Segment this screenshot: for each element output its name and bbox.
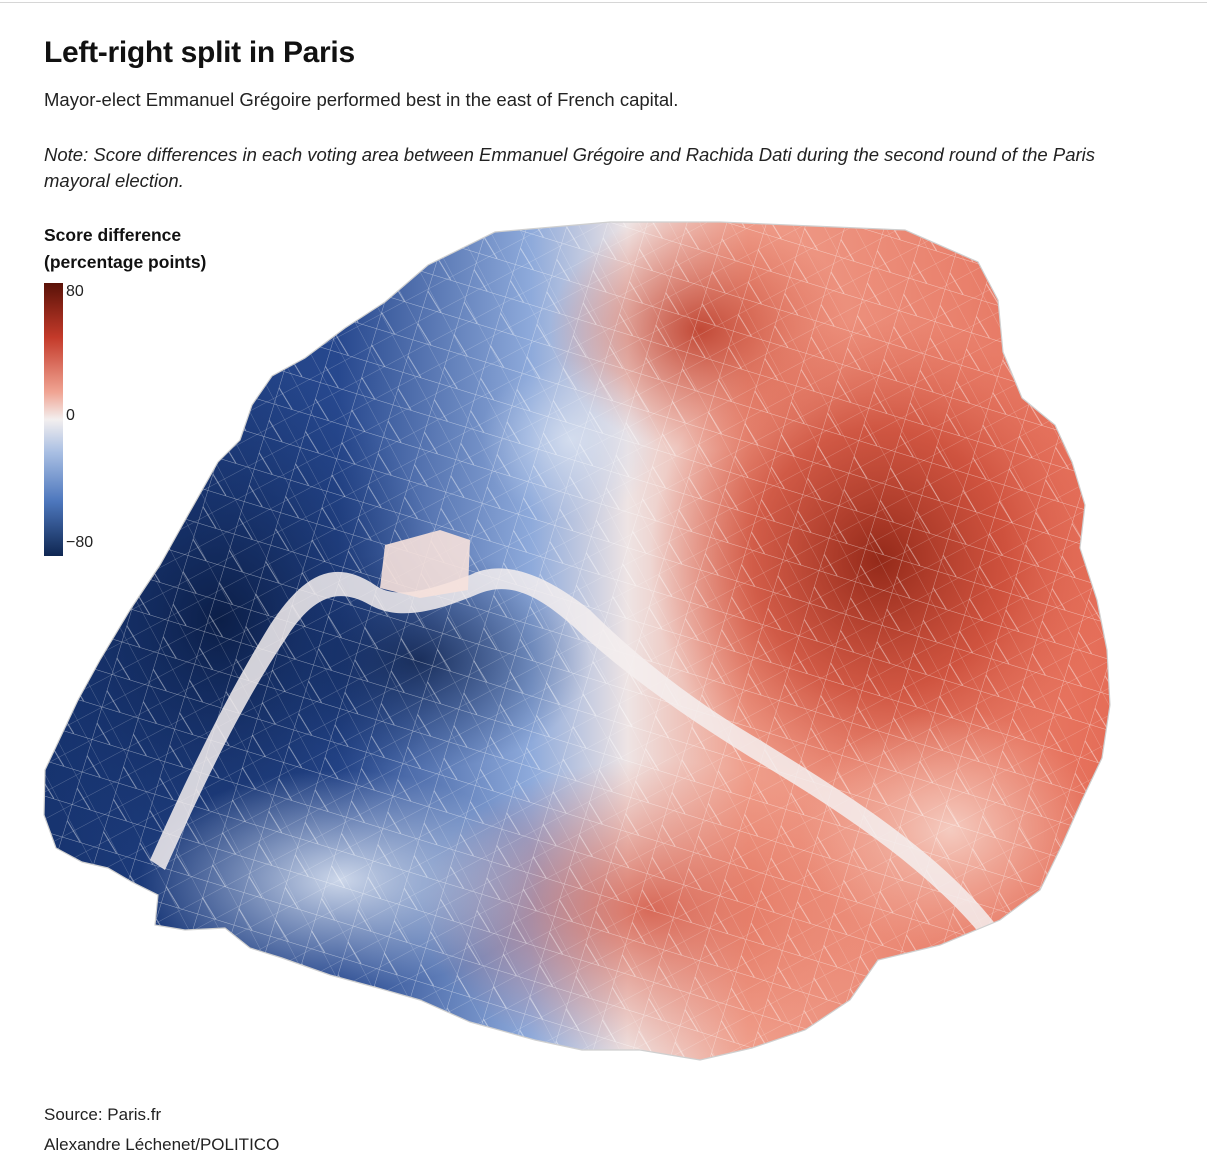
- map-subtitle: Mayor-elect Emmanuel Grégoire performed …: [44, 89, 679, 110]
- legend-tick-max: 80: [66, 283, 84, 300]
- map-note: Note: Score differences in each voting a…: [44, 144, 1096, 191]
- top-rule: [0, 2, 1207, 3]
- legend-color-scale: [44, 283, 63, 556]
- legend-title: Score difference (percentage points): [44, 222, 206, 276]
- legend-tick-min: −80: [66, 534, 94, 551]
- map-title: Left-right split in Paris: [44, 36, 355, 69]
- paris-choropleth-map: [43, 221, 1111, 1061]
- source-note: Source: Paris.fr: [44, 1105, 162, 1124]
- legend-title-line-1: Score difference: [44, 225, 182, 245]
- legend-tick-mid: 0: [66, 407, 75, 424]
- credit-note: Alexandre Léchenet/POLITICO: [44, 1135, 280, 1154]
- legend-title-line-2: (percentage points): [44, 252, 207, 272]
- voting-areas: [44, 222, 1110, 1060]
